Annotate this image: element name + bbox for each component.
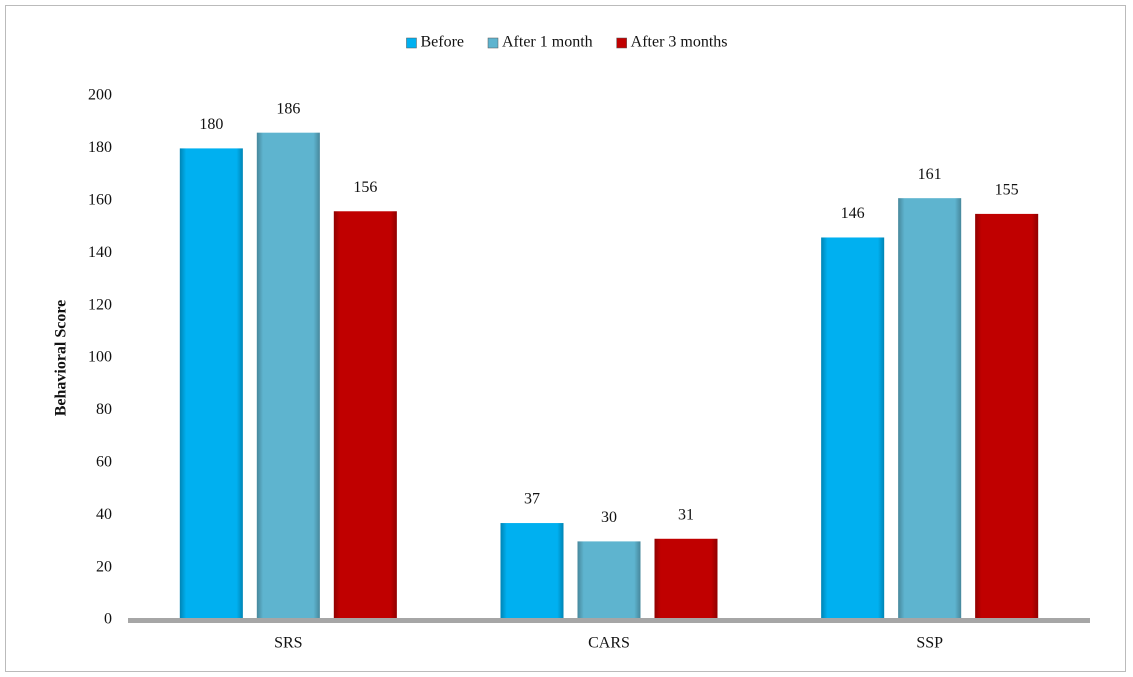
value-label: 186: [276, 100, 300, 117]
value-label: 146: [841, 205, 865, 222]
value-label: 31: [678, 506, 694, 523]
x-tick-label: SRS: [274, 635, 302, 652]
bar: [654, 538, 718, 620]
value-label: 161: [918, 166, 942, 183]
bar: [333, 211, 397, 620]
value-label: 30: [601, 509, 617, 526]
bar: [256, 132, 320, 620]
legend-label: After 1 month: [502, 34, 593, 51]
value-label: 37: [524, 491, 540, 508]
legend-marker: [406, 37, 417, 49]
y-tick-label: 140: [88, 244, 112, 261]
value-label: 155: [995, 182, 1019, 199]
x-tick-label: CARS: [588, 635, 630, 652]
y-tick-label: 40: [96, 506, 112, 523]
y-tick-label: 160: [88, 191, 112, 208]
x-tick-label: SSP: [916, 635, 943, 652]
bar: [821, 237, 885, 621]
x-axis-line: [128, 618, 1090, 623]
y-tick-label: 80: [96, 401, 112, 418]
y-tick-label: 60: [96, 453, 112, 470]
bar: [577, 541, 641, 620]
y-axis-title: Behavioral Score: [53, 300, 70, 417]
y-tick-label: 100: [88, 349, 112, 366]
y-tick-label: 0: [104, 611, 112, 628]
bar: [975, 213, 1039, 620]
y-tick-label: 180: [88, 139, 112, 156]
y-tick-label: 200: [88, 87, 112, 104]
legend-label: After 3 months: [631, 34, 728, 51]
chart-border: [5, 5, 1126, 672]
bar: [898, 198, 962, 620]
legend-marker: [616, 37, 627, 49]
bar: [500, 523, 564, 620]
bar: [179, 148, 243, 620]
legend-label: Before: [420, 34, 464, 51]
value-label: 156: [353, 179, 377, 196]
y-tick-label: 120: [88, 296, 112, 313]
value-label: 180: [199, 116, 223, 133]
legend-marker: [487, 37, 499, 49]
y-tick-label: 20: [96, 558, 112, 575]
